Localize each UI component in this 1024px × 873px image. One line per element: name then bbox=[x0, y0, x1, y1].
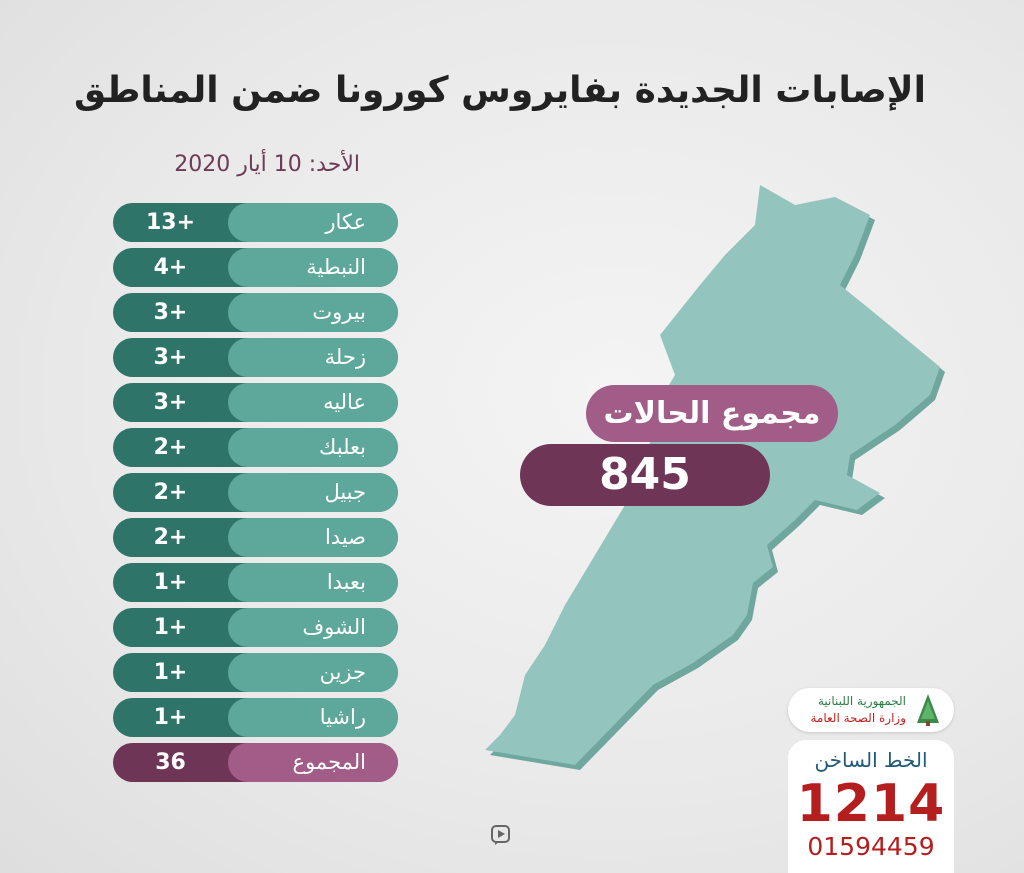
ministry-name: وزارة الصحة العامة bbox=[810, 711, 906, 725]
page-title: الإصابات الجديدة بفايروس كورونا ضمن المن… bbox=[74, 70, 926, 111]
region-row: 1+ بعبدا bbox=[113, 563, 398, 602]
region-count: 1+ bbox=[153, 660, 188, 685]
region-count: 3+ bbox=[153, 390, 188, 415]
region-list: 13+ عكار 4+ النبطية 3+ بيروت 3+ زحلة 3+ … bbox=[113, 203, 398, 788]
video-play-icon[interactable] bbox=[490, 824, 512, 846]
region-name: زحلة bbox=[228, 338, 398, 377]
region-name: النبطية bbox=[228, 248, 398, 287]
region-row: 2+ بعلبك bbox=[113, 428, 398, 467]
region-name: بعبدا bbox=[228, 563, 398, 602]
region-row: 4+ النبطية bbox=[113, 248, 398, 287]
region-row: 1+ الشوف bbox=[113, 608, 398, 647]
region-count: 3+ bbox=[153, 345, 188, 370]
total-cases-label: مجموع الحالات bbox=[586, 385, 838, 442]
region-row: 2+ جبيل bbox=[113, 473, 398, 512]
region-count: 1+ bbox=[153, 615, 188, 640]
region-row: 13+ عكار bbox=[113, 203, 398, 242]
cedar-logo-icon bbox=[917, 694, 939, 726]
region-name: عاليه bbox=[228, 383, 398, 422]
ministry-republic: الجمهورية اللبنانية bbox=[817, 694, 906, 708]
region-row: 3+ بيروت bbox=[113, 293, 398, 332]
region-name: بعلبك bbox=[228, 428, 398, 467]
region-count: 13+ bbox=[145, 210, 196, 235]
region-count: 3+ bbox=[153, 300, 188, 325]
region-name: راشيا bbox=[228, 698, 398, 737]
region-count: 1+ bbox=[153, 705, 188, 730]
ministry-badge: الجمهورية اللبنانية وزارة الصحة العامة bbox=[788, 688, 954, 732]
region-name: عكار bbox=[228, 203, 398, 242]
region-name: بيروت bbox=[228, 293, 398, 332]
hotline-number: 1214 bbox=[796, 774, 946, 834]
region-row: 1+ جزين bbox=[113, 653, 398, 692]
region-count: 2+ bbox=[153, 525, 188, 550]
report-date: الأحد: 10 أيار 2020 bbox=[174, 152, 360, 177]
region-row: 3+ عاليه bbox=[113, 383, 398, 422]
region-count: 1+ bbox=[153, 570, 188, 595]
region-count: 4+ bbox=[153, 255, 188, 280]
total-count: 36 bbox=[155, 750, 186, 775]
region-name: جزين bbox=[228, 653, 398, 692]
region-row: 3+ زحلة bbox=[113, 338, 398, 377]
region-name: الشوف bbox=[228, 608, 398, 647]
total-cases-value: 845 bbox=[520, 444, 770, 506]
region-name: جبيل bbox=[228, 473, 398, 512]
region-count: 2+ bbox=[153, 480, 188, 505]
total-row: 36 المجموع bbox=[113, 743, 398, 782]
total-label: المجموع bbox=[228, 743, 398, 782]
hotline-card: الخط الساخن 1214 01594459 bbox=[788, 740, 954, 873]
region-name: صيدا bbox=[228, 518, 398, 557]
region-row: 2+ صيدا bbox=[113, 518, 398, 557]
hotline-alt-number: 01594459 bbox=[807, 832, 935, 861]
region-row: 1+ راشيا bbox=[113, 698, 398, 737]
region-count: 2+ bbox=[153, 435, 188, 460]
hotline-label: الخط الساخن bbox=[814, 748, 928, 772]
